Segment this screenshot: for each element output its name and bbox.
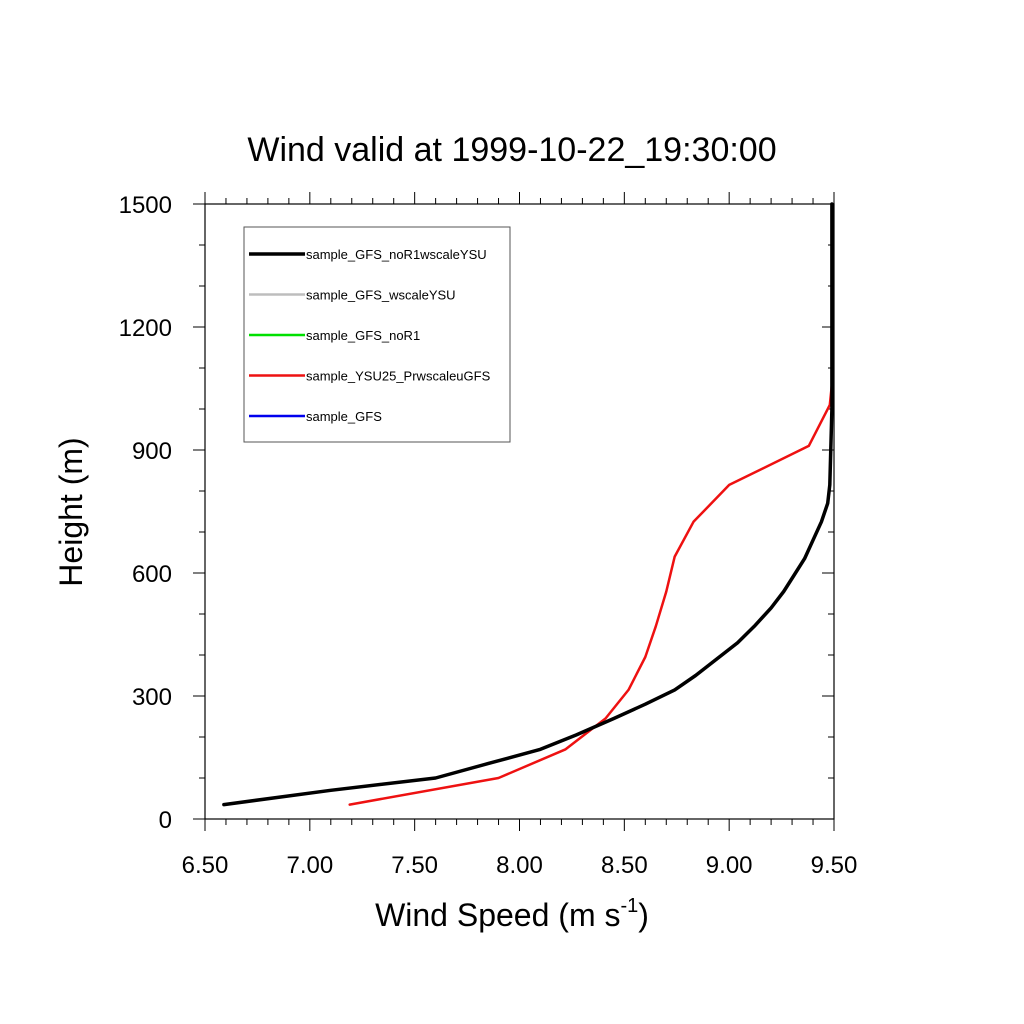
y-tick-label: 1200 [119,315,172,342]
legend-label: sample_YSU25_PrwscaleuGFS [306,369,491,384]
x-axis-title-main: Wind Speed (m s [375,897,620,933]
legend-label: sample_GFS [306,409,382,424]
x-tick-label: 8.00 [496,852,543,879]
series-lines [222,202,834,807]
x-axis-title-close: ) [638,897,649,933]
legend-label: sample_GFS_noR1 [306,328,420,343]
legend-label: sample_GFS_wscaleYSU [306,288,456,303]
legend-label: sample_GFS_noR1wscaleYSU [306,247,487,262]
y-tick-label: 0 [159,807,172,834]
chart-title: Wind valid at 1999-10-22_19:30:00 [247,131,776,169]
x-axis-title-exponent: -1 [620,895,638,917]
x-tick-label: 9.00 [706,852,753,879]
plot-frame [204,203,835,820]
y-tick-label: 300 [132,684,172,711]
x-tick-label: 6.50 [182,852,229,879]
x-tick-label: 9.50 [811,852,858,879]
legend: sample_GFS_noR1wscaleYSU sample_GFS_wscal… [243,226,511,443]
x-tick-labels: 6.50 7.00 7.50 8.00 8.50 9.00 9.50 [182,852,858,879]
x-tick-label: 7.50 [391,852,438,879]
y-tick-labels: 0 300 600 900 1200 1500 [119,192,172,834]
y-tick-label: 600 [132,561,172,588]
y-axis-title: Height (m) [53,437,89,586]
series-line-sample_YSU25_PrwscaleuGFS [348,383,834,806]
x-tick-label: 8.50 [601,852,648,879]
y-tick-label: 1500 [119,192,172,219]
x-tick-label: 7.00 [286,852,333,879]
legend-box [243,226,511,443]
y-tick-label: 900 [132,438,172,465]
series-line-sample_GFS_noR1wscaleYSU [222,202,834,807]
x-axis-title: Wind Speed (m s-1) [375,895,649,933]
